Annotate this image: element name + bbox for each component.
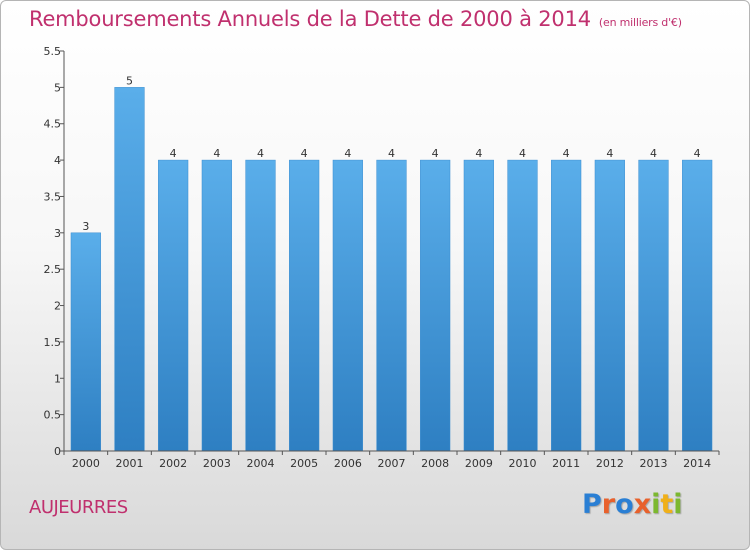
data-label-2001: 5: [126, 74, 133, 87]
logo-letter: r: [601, 489, 616, 520]
y-tick-label: 5.5: [44, 45, 62, 58]
y-tick-label: 5: [54, 81, 61, 94]
data-label-2009: 4: [475, 147, 482, 160]
y-tick-label: 1: [54, 372, 61, 385]
logo-letter: x: [633, 489, 652, 520]
logo-letter: i: [673, 489, 683, 520]
logo-letter: t: [660, 489, 674, 520]
logo-letter: i: [651, 489, 661, 520]
data-label-2007: 4: [388, 147, 395, 160]
data-label-2014: 4: [694, 147, 701, 160]
x-tick-label-2013: 2013: [640, 457, 668, 470]
data-label-2005: 4: [301, 147, 308, 160]
bar-2013: [638, 159, 669, 452]
bar-2009: [463, 159, 494, 452]
x-tick-label-2006: 2006: [334, 457, 362, 470]
bar-2006: [332, 159, 363, 452]
x-tick-label-2003: 2003: [203, 457, 231, 470]
data-label-2000: 3: [82, 220, 89, 233]
y-tick-label: 0: [54, 445, 61, 458]
bar-2000: [70, 232, 101, 452]
data-label-2006: 4: [344, 147, 351, 160]
data-label-2012: 4: [606, 147, 613, 160]
y-tick-label: 3.5: [44, 190, 62, 203]
bar-2010: [507, 159, 538, 452]
x-tick-label-2011: 2011: [552, 457, 580, 470]
data-label-2013: 4: [650, 147, 657, 160]
x-tick-label-2014: 2014: [683, 457, 711, 470]
x-tick-label-2010: 2010: [509, 457, 537, 470]
x-tick-label-2009: 2009: [465, 457, 493, 470]
data-label-2010: 4: [519, 147, 526, 160]
bar-2005: [289, 159, 320, 452]
data-label-2008: 4: [432, 147, 439, 160]
chart-title-text: Remboursements Annuels de la Dette de 20…: [29, 7, 591, 31]
x-tick-label-2004: 2004: [247, 457, 275, 470]
y-tick-label: 3: [54, 227, 61, 240]
y-axis: 0 0.5 1 1.5 2 2.5 3 3.5 4 4.5 5 5.5: [44, 45, 65, 458]
x-tick-label-2012: 2012: [596, 457, 624, 470]
bar-2011: [551, 159, 582, 452]
logo-letter: P: [582, 489, 602, 520]
x-axis: 2000 2001 2002 2003 2004 2005 2006 2007 2008 2009…: [63, 450, 720, 470]
y-tick-label: 2.5: [44, 263, 62, 276]
logo-letter: o: [615, 489, 634, 520]
bar-2002: [158, 159, 189, 452]
chart-unit: (en milliers d'€): [598, 16, 682, 29]
x-tick-label-2008: 2008: [421, 457, 449, 470]
y-tick-label: 4.5: [44, 118, 62, 131]
data-label-2002: 4: [170, 147, 177, 160]
data-label-2011: 4: [563, 147, 570, 160]
bar-2014: [682, 159, 713, 452]
bars-group: 3 5 4 4 4 4 4 4 4 4 4 4 4 4 4: [70, 74, 713, 452]
y-tick-label: 4: [54, 154, 61, 167]
y-tick-label: 0.5: [44, 409, 62, 422]
bar-2007: [376, 159, 407, 452]
commune-name: AUJEURRES: [29, 497, 128, 518]
x-tick-label-2005: 2005: [290, 457, 318, 470]
data-label-2004: 4: [257, 147, 264, 160]
x-tick-label-2007: 2007: [378, 457, 406, 470]
proxiti-logo: Proxiti: [582, 489, 683, 520]
bar-2003: [201, 159, 232, 452]
y-tick-label: 1.5: [44, 336, 62, 349]
x-tick-label-2002: 2002: [159, 457, 187, 470]
bar-2008: [420, 159, 451, 452]
y-tick-label: 2: [54, 300, 61, 313]
chart-title: Remboursements Annuels de la Dette de 20…: [29, 7, 682, 31]
bar-2012: [594, 159, 625, 452]
bar-2004: [245, 159, 276, 452]
data-label-2003: 4: [213, 147, 220, 160]
x-tick-label-2000: 2000: [72, 457, 100, 470]
x-tick-label-2001: 2001: [116, 457, 144, 470]
bar-2001: [114, 87, 145, 452]
